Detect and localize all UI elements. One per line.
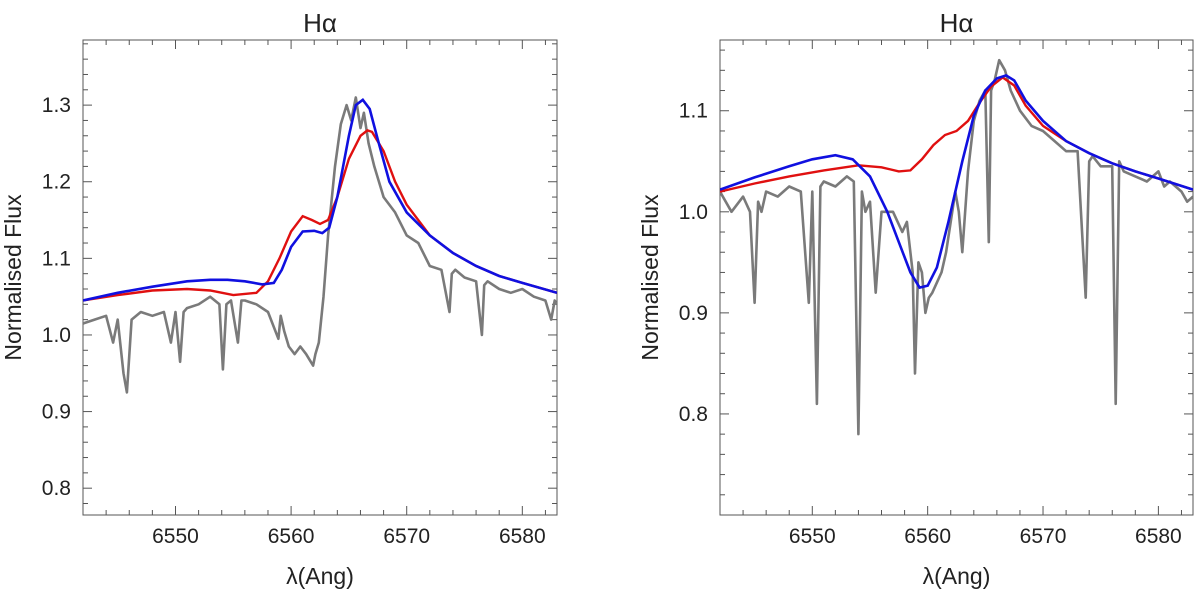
right-x-tick-label: 6560	[904, 525, 951, 548]
right-x-axis-label: λ(Ang)	[923, 563, 991, 589]
left-x-tick-label: 6560	[268, 525, 315, 548]
left-y-tick-label: 0.9	[42, 401, 71, 424]
left-series-observed	[83, 96, 557, 394]
chart-left-halpha: 6550 6560 6570 6580 0.8 0.9 1.0 1.1 1.2 1.3 Hα λ(An…	[0, 8, 558, 589]
right-x-tick-label: 6580	[1135, 525, 1182, 548]
right-x-tick-label: 6550	[789, 525, 836, 548]
left-x-axis-label: λ(Ang)	[286, 563, 354, 589]
left-x-tick-label: 6580	[499, 525, 546, 548]
left-series-group	[83, 96, 557, 394]
left-y-tick-label: 1.2	[42, 171, 71, 194]
left-y-tick-label: 1.1	[42, 247, 71, 270]
right-chart-title: Hα	[940, 8, 974, 38]
left-chart-title: Hα	[303, 8, 337, 38]
left-y-tick-label: 1.3	[42, 94, 71, 117]
left-series-model-red	[83, 129, 557, 302]
left-y-tick-label: 1.0	[42, 324, 71, 347]
left-y-axis-label: Normalised Flux	[0, 194, 26, 361]
right-y-axis-label: Normalised Flux	[637, 194, 663, 361]
right-y-tick-label: 1.1	[679, 100, 708, 123]
right-y-tick-label: 0.8	[679, 403, 708, 426]
right-plot-frame	[719, 39, 1194, 516]
right-y-tick-label: 1.0	[679, 201, 708, 224]
right-series-model-red	[720, 75, 1193, 193]
chart-right-halpha: 6550 6560 6570 6580 0.8 0.9 1.0 1.1 Hα λ(Ang) Norm…	[637, 8, 1194, 589]
right-series-observed	[720, 58, 1193, 436]
right-x-tick-label: 6570	[1020, 525, 1067, 548]
left-x-tick-label: 6550	[152, 525, 199, 548]
right-series-model-blue	[720, 73, 1193, 290]
left-y-tick-label: 0.8	[42, 477, 71, 500]
left-plot-frame	[82, 39, 558, 516]
right-series-group	[720, 58, 1193, 436]
left-series-model-blue	[83, 97, 557, 302]
left-x-tick-label: 6570	[383, 525, 430, 548]
right-y-tick-label: 0.9	[679, 302, 708, 325]
